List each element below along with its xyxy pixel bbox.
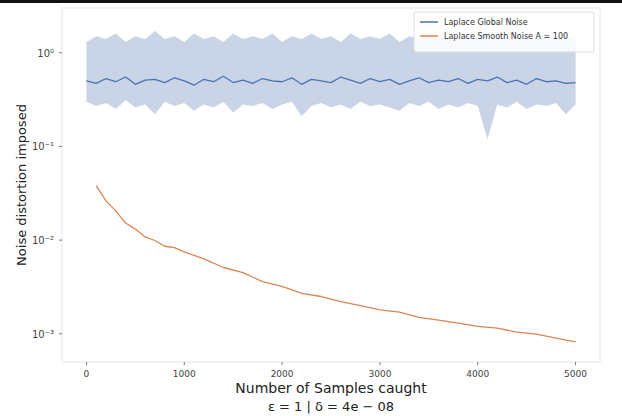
- y-tick: [59, 52, 62, 53]
- legend-label: Laplace Smooth Noise A = 100: [444, 32, 568, 41]
- legend-swatch: [420, 21, 438, 23]
- legend-label: Laplace Global Noise: [444, 18, 528, 27]
- y-tick: [59, 240, 62, 241]
- x-axis-label: Number of Samples caught: [235, 380, 427, 396]
- x-tick-label: 4000: [466, 369, 489, 379]
- title: ε = 1 | δ = 4e − 08: [268, 399, 394, 414]
- y-tick-label: 10⁻¹: [32, 141, 54, 152]
- y-tick: [59, 333, 62, 334]
- y-tick-label: 10⁰: [37, 48, 54, 59]
- top-edge: [0, 0, 622, 3]
- legend-swatch: [420, 35, 438, 37]
- series-line: [86, 76, 575, 85]
- series-line: [96, 186, 575, 342]
- legend: Laplace Global Noise Laplace Smooth Noise…: [414, 12, 594, 52]
- x-tick-label: 1000: [173, 369, 196, 379]
- x-tick-label: 2000: [271, 369, 294, 379]
- y-tick-label: 10⁻³: [32, 329, 54, 340]
- y-tick-label: 10⁻²: [32, 235, 54, 246]
- plot-area: [62, 8, 600, 362]
- x-tick: [282, 362, 283, 365]
- x-tick: [477, 362, 478, 365]
- x-tick-label: 0: [84, 369, 90, 379]
- y-tick: [59, 146, 62, 147]
- x-tick-label: 5000: [564, 369, 587, 379]
- plot-data: [86, 31, 575, 342]
- x-tick-label: 3000: [368, 369, 391, 379]
- x-tick: [379, 362, 380, 365]
- legend-box: [414, 12, 594, 52]
- x-tick: [184, 362, 185, 365]
- x-tick: [575, 362, 576, 365]
- x-tick: [86, 362, 87, 365]
- y-axis-label: Noise distortion imposed: [14, 104, 29, 266]
- chart: 0 1000 2000 3000 4000 5000 10⁰ 10⁻¹ 10⁻² 10⁻³ Numb…: [0, 0, 622, 416]
